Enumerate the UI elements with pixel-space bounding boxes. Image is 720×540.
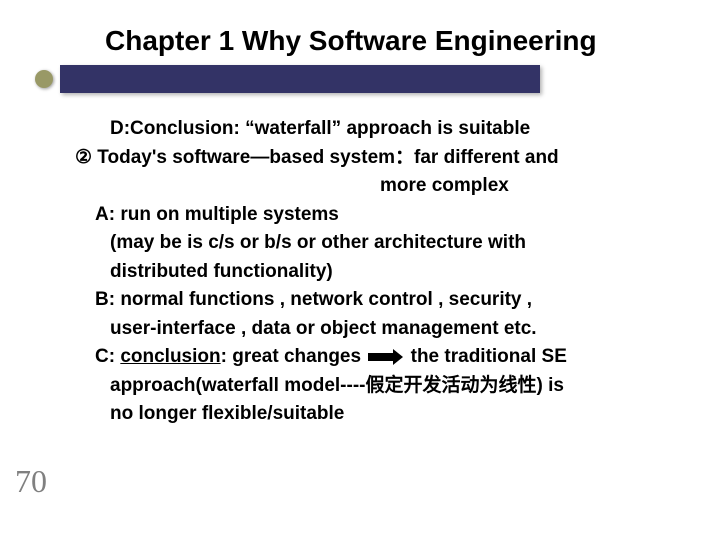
title-bar bbox=[60, 65, 540, 93]
content-line-more: more complex bbox=[380, 172, 680, 201]
slide-container: Chapter 1 Why Software Engineering D:Con… bbox=[0, 0, 720, 540]
line-c-suffix: the traditional SE bbox=[405, 346, 567, 367]
slide-title: Chapter 1 Why Software Engineering bbox=[105, 25, 680, 57]
title-bar-container bbox=[80, 65, 680, 95]
line-c-mid: : great changes bbox=[221, 346, 367, 367]
content-line-b: B: normal functions , network control , … bbox=[95, 286, 680, 315]
line-c-prefix: C: bbox=[95, 346, 120, 367]
content-line-a-sub1: (may be is c/s or b/s or other architect… bbox=[110, 229, 680, 258]
arrow-icon bbox=[368, 352, 403, 362]
content-line-circled: ② Today's software—based system：far diff… bbox=[75, 144, 680, 173]
line-c-underlined: conclusion bbox=[120, 346, 220, 367]
content-line-c-sub1: approach(waterfall model----假定开发活动为线性) i… bbox=[110, 372, 680, 401]
content-line-b-sub: user-interface , data or object manageme… bbox=[110, 315, 680, 344]
content-line-c: C: conclusion: great changes the traditi… bbox=[95, 343, 680, 372]
slide-content: D:Conclusion: “waterfall” approach is su… bbox=[80, 115, 680, 429]
content-line-c-sub2: no longer flexible/suitable bbox=[110, 400, 680, 429]
content-line-d: D:Conclusion: “waterfall” approach is su… bbox=[110, 115, 680, 144]
page-number: 70 bbox=[15, 463, 47, 500]
content-line-a-sub2: distributed functionality) bbox=[110, 258, 680, 287]
bullet-icon bbox=[35, 70, 53, 88]
content-line-a: A: run on multiple systems bbox=[95, 201, 680, 230]
